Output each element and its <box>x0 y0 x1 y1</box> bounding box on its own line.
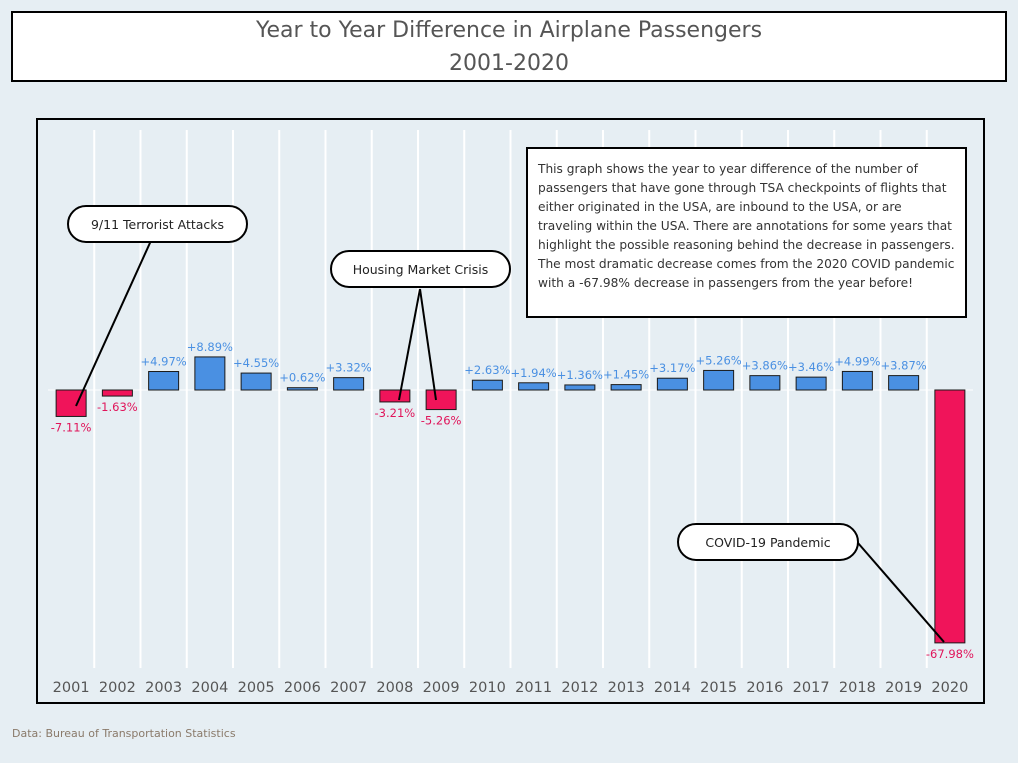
bar-2004[interactable] <box>194 356 226 391</box>
data-label-2015: +5.26% <box>696 353 742 367</box>
annotation-line <box>857 542 945 643</box>
bar-chart: -7.11% 2001 -1.63% 2002 +4.97% 2003 +8.89% 2004… <box>48 130 974 696</box>
x-tick-2017: 2017 <box>793 680 830 696</box>
data-label-2003: +4.97% <box>141 355 187 369</box>
data-label-2005: +4.55% <box>233 356 279 370</box>
data-label-2008: -3.21% <box>375 406 416 420</box>
x-tick-2013: 2013 <box>608 680 645 696</box>
bar-2011[interactable] <box>518 382 550 391</box>
bar-2017[interactable] <box>795 376 827 391</box>
data-label-2010: +2.63% <box>464 363 510 377</box>
x-tick-2004: 2004 <box>191 680 228 696</box>
x-tick-2020: 2020 <box>931 680 968 696</box>
x-tick-2005: 2005 <box>238 680 275 696</box>
bar-2008[interactable] <box>379 389 411 403</box>
bar-2005[interactable] <box>240 372 272 391</box>
bar-2010[interactable] <box>471 379 503 391</box>
x-tick-2012: 2012 <box>561 680 598 696</box>
chart-title: Year to Year Difference in Airplane Pass… <box>255 17 763 43</box>
bar-2014[interactable] <box>656 377 688 391</box>
x-tick-2016: 2016 <box>746 680 783 696</box>
bar-2020[interactable] <box>934 389 966 644</box>
data-label-2002: -1.63% <box>97 400 138 414</box>
data-label-2019: +3.87% <box>881 359 927 373</box>
data-label-2020: -67.98% <box>926 647 974 661</box>
x-tick-2006: 2006 <box>284 680 321 696</box>
data-label-2011: +1.94% <box>511 366 557 380</box>
data-label-2014: +3.17% <box>649 361 695 375</box>
bar-2002[interactable] <box>101 389 133 397</box>
x-tick-2010: 2010 <box>469 680 506 696</box>
data-label-2017: +3.46% <box>788 360 834 374</box>
bar-2009[interactable] <box>425 389 457 411</box>
x-tick-2002: 2002 <box>99 680 136 696</box>
annotation-line <box>419 288 437 401</box>
data-source: Data: Bureau of Transportation Statistic… <box>12 727 236 740</box>
annotation-line <box>398 288 421 401</box>
x-tick-2007: 2007 <box>330 680 367 696</box>
x-tick-2008: 2008 <box>376 680 413 696</box>
x-tick-2015: 2015 <box>700 680 737 696</box>
data-label-2006: +0.62% <box>279 371 325 385</box>
x-tick-2018: 2018 <box>839 680 876 696</box>
callout-housing-crisis: Housing Market Crisis <box>330 250 511 288</box>
bar-2003[interactable] <box>148 371 180 391</box>
data-label-2001: -7.11% <box>51 420 92 434</box>
bar-2012[interactable] <box>564 384 596 391</box>
x-tick-2011: 2011 <box>515 680 552 696</box>
bar-2018[interactable] <box>841 370 873 391</box>
x-tick-2001: 2001 <box>53 680 90 696</box>
title-box: Year to Year Difference in Airplane Pass… <box>11 11 1007 82</box>
data-label-2007: +3.32% <box>326 361 372 375</box>
x-tick-2003: 2003 <box>145 680 182 696</box>
x-tick-2014: 2014 <box>654 680 691 696</box>
x-tick-2019: 2019 <box>885 680 922 696</box>
data-label-2012: +1.36% <box>557 368 603 382</box>
data-label-2009: -5.26% <box>421 414 462 428</box>
bar-2016[interactable] <box>749 375 781 391</box>
bar-2006[interactable] <box>286 387 318 391</box>
bar-2019[interactable] <box>888 375 920 391</box>
bar-2007[interactable] <box>333 377 365 391</box>
data-label-2018: +4.99% <box>834 354 880 368</box>
bar-2015[interactable] <box>703 369 735 391</box>
description-box: This graph shows the year to year differ… <box>526 147 967 318</box>
callout-covid: COVID-19 Pandemic <box>677 523 859 561</box>
data-label-2004: +8.89% <box>187 340 233 354</box>
data-label-2016: +3.86% <box>742 359 788 373</box>
callout-terrorist-attacks: 9/11 Terrorist Attacks <box>67 205 248 243</box>
bar-2013[interactable] <box>610 384 642 391</box>
data-label-2013: +1.45% <box>603 368 649 382</box>
x-tick-2009: 2009 <box>423 680 460 696</box>
annotation-line <box>75 222 160 407</box>
chart-subtitle: 2001-2020 <box>449 50 569 76</box>
